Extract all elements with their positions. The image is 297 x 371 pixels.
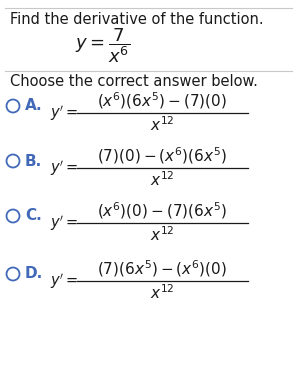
Text: A.: A. (25, 98, 43, 114)
Text: $(x^6)(0)-(7)(6x^5)$: $(x^6)(0)-(7)(6x^5)$ (97, 200, 228, 221)
Text: B.: B. (25, 154, 42, 168)
Text: Find the derivative of the function.: Find the derivative of the function. (10, 12, 264, 26)
Text: $(7)(6x^5)-(x^6)(0)$: $(7)(6x^5)-(x^6)(0)$ (97, 258, 228, 279)
Text: $x^{12}$: $x^{12}$ (150, 115, 175, 134)
Text: $y'=$: $y'=$ (50, 103, 78, 123)
Text: $y'=$: $y'=$ (50, 158, 78, 178)
Text: $x^{12}$: $x^{12}$ (150, 283, 175, 302)
Text: $x^{12}$: $x^{12}$ (150, 170, 175, 189)
Text: $y=\dfrac{7}{x^6}$: $y=\dfrac{7}{x^6}$ (75, 27, 130, 65)
Text: D.: D. (25, 266, 43, 282)
Text: $(x^6)(6x^5)-(7)(0)$: $(x^6)(6x^5)-(7)(0)$ (97, 90, 228, 111)
Text: C.: C. (25, 209, 42, 223)
Text: Choose the correct answer below.: Choose the correct answer below. (10, 75, 258, 89)
Text: $y'=$: $y'=$ (50, 213, 78, 233)
Text: $x^{12}$: $x^{12}$ (150, 225, 175, 244)
Text: $(7)(0)-(x^6)(6x^5)$: $(7)(0)-(x^6)(6x^5)$ (97, 145, 228, 166)
Text: $y'=$: $y'=$ (50, 271, 78, 291)
